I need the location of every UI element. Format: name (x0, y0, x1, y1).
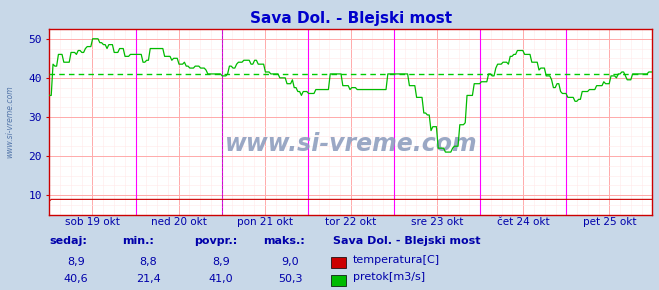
Text: maks.:: maks.: (264, 236, 305, 246)
Text: 8,9: 8,9 (212, 257, 229, 267)
Text: povpr.:: povpr.: (194, 236, 238, 246)
Text: 40,6: 40,6 (63, 274, 88, 284)
Text: www.si-vreme.com: www.si-vreme.com (5, 86, 14, 158)
Text: min.:: min.: (122, 236, 154, 246)
Text: sedaj:: sedaj: (49, 236, 87, 246)
Title: Sava Dol. - Blejski most: Sava Dol. - Blejski most (250, 11, 452, 26)
Text: Sava Dol. - Blejski most: Sava Dol. - Blejski most (333, 236, 480, 246)
Text: pretok[m3/s]: pretok[m3/s] (353, 272, 424, 282)
Text: 21,4: 21,4 (136, 274, 161, 284)
Text: 41,0: 41,0 (208, 274, 233, 284)
Text: 8,9: 8,9 (67, 257, 84, 267)
Text: 8,8: 8,8 (140, 257, 157, 267)
Text: www.si-vreme.com: www.si-vreme.com (225, 132, 477, 156)
Text: temperatura[C]: temperatura[C] (353, 255, 440, 264)
Text: 9,0: 9,0 (281, 257, 299, 267)
Text: 50,3: 50,3 (277, 274, 302, 284)
